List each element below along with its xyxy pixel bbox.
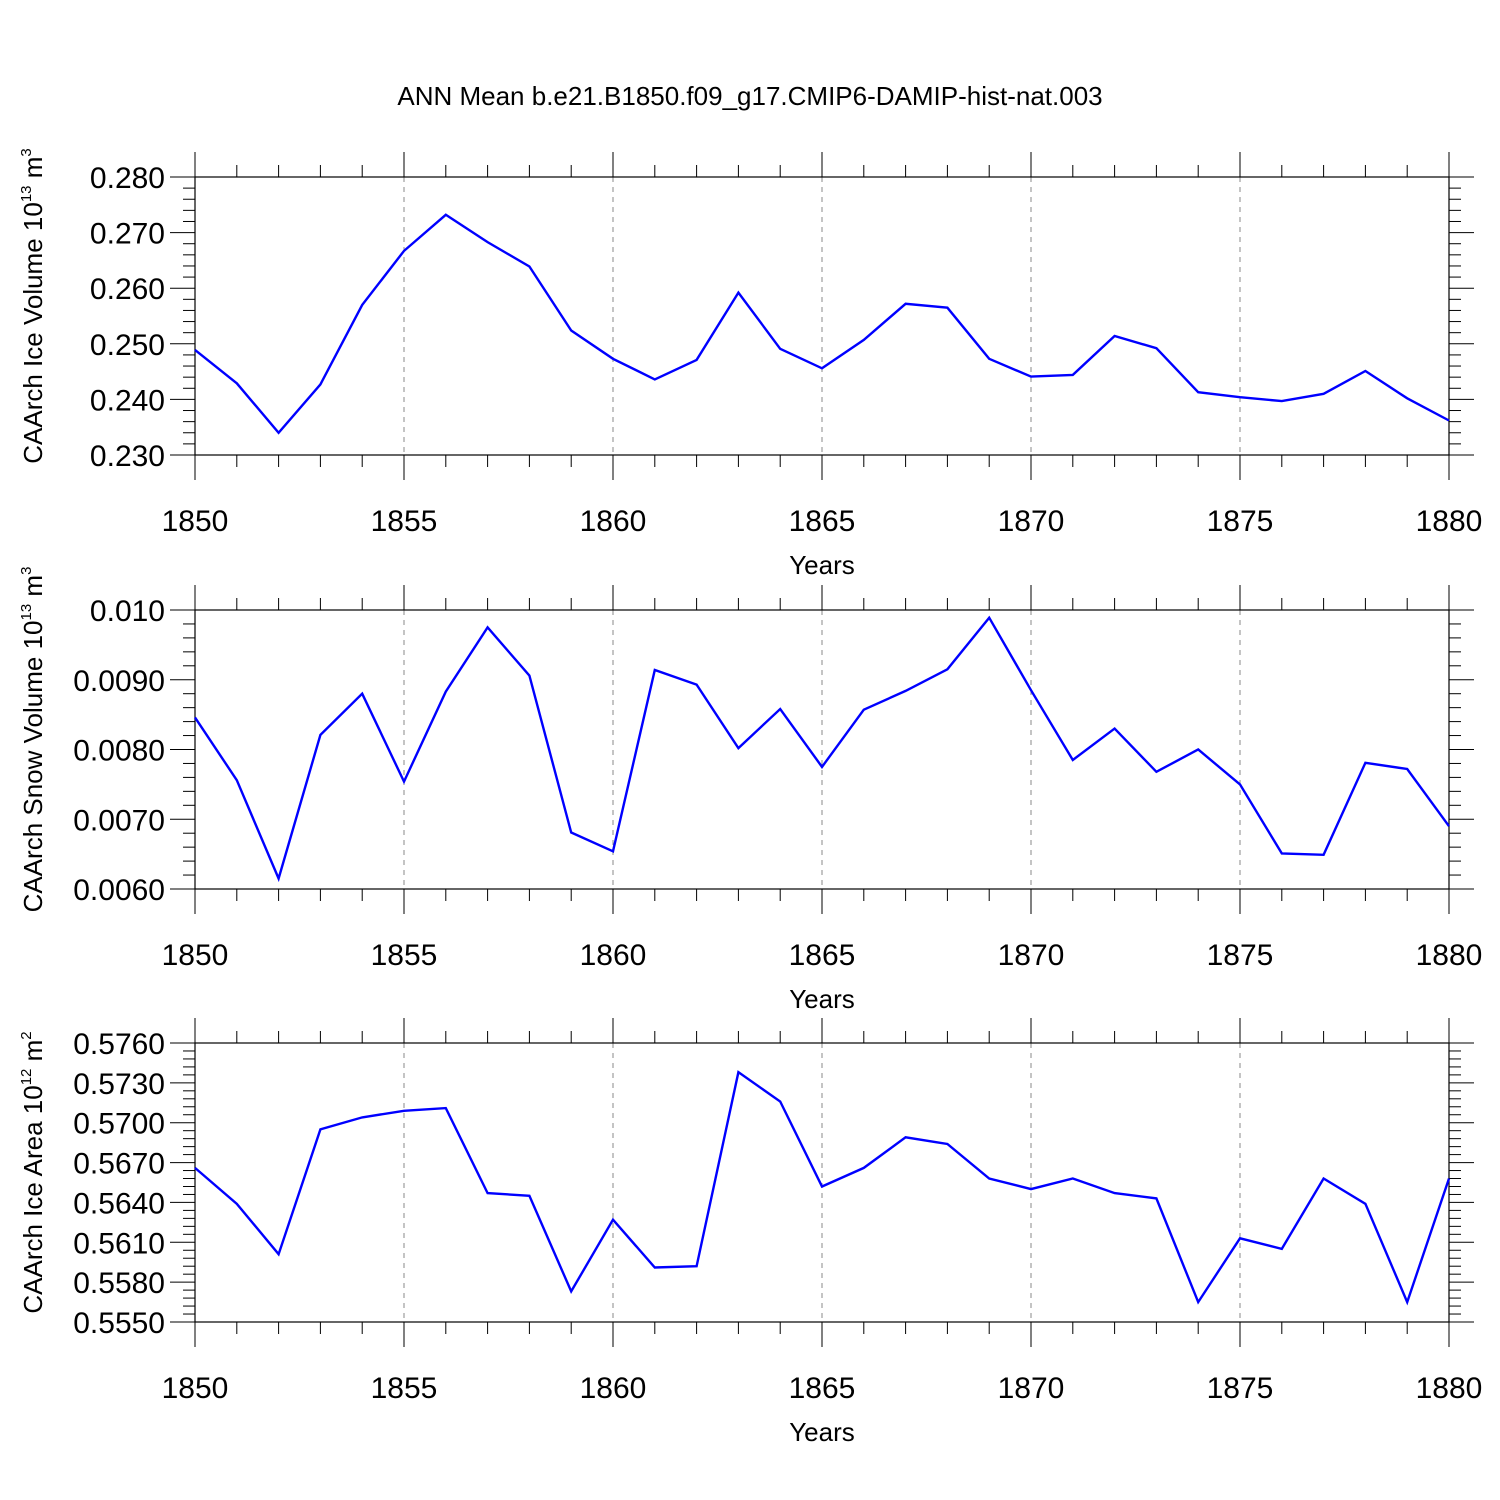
x-tick-label: 1850 [162, 939, 229, 972]
y-tick-label: 0.0060 [73, 874, 165, 907]
y-axis-title-unit-exponent: 3 [18, 148, 35, 156]
x-tick-label: 1860 [580, 939, 647, 972]
x-tick-label: 1850 [162, 1372, 229, 1405]
y-tick-label: 0.5580 [73, 1267, 165, 1300]
x-tick-label: 1865 [789, 939, 856, 972]
y-axis-title-exponent: 12 [18, 1069, 35, 1086]
x-tick-label: 1875 [1207, 505, 1274, 538]
panel-1: 0.230 0.240 0.250 0.260 0.270 0.280 1850 1855 18… [18, 148, 1482, 580]
y-tick-label: 0.5700 [73, 1108, 165, 1141]
y-axis-title-text: CAArch Ice Volume 10 [18, 202, 48, 464]
plot-frame [194, 609, 1450, 890]
y-axis-title: CAArch Snow Volume 1013 m3 [18, 567, 48, 913]
y-tick-label: 0.270 [90, 218, 165, 251]
x-tick-label: 1870 [998, 939, 1065, 972]
y-tick-label: 0.010 [90, 595, 165, 628]
x-tick-label: 1860 [580, 1372, 647, 1405]
y-axis-title-unit-exponent: 2 [18, 1031, 35, 1039]
y-tick-label: 0.5670 [73, 1148, 165, 1181]
y-tick-label: 0.250 [90, 329, 165, 362]
x-tick-label: 1855 [371, 505, 438, 538]
y-axis-title-text: CAArch Ice Area 10 [18, 1085, 48, 1313]
x-tick-label: 1865 [789, 1372, 856, 1405]
y-tick-label: 0.280 [90, 162, 165, 195]
y-axis-title-exponent: 13 [18, 185, 35, 202]
x-tick-label: 1880 [1416, 505, 1483, 538]
x-tick-label: 1855 [371, 1372, 438, 1405]
y-tick-label: 0.5550 [73, 1307, 165, 1340]
series-line [194, 213, 1450, 435]
x-tick-label: 1850 [162, 505, 229, 538]
y-axis-title-unit: m [18, 157, 48, 186]
x-tick-label: 1855 [371, 939, 438, 972]
y-axis-title-unit: m [18, 575, 48, 604]
y-tick-label: 0.0080 [73, 735, 165, 768]
x-axis-title: Years [789, 984, 855, 1014]
y-tick-label: 0.260 [90, 273, 165, 306]
y-tick-label: 0.0070 [73, 804, 165, 837]
y-tick-label: 0.240 [90, 384, 165, 417]
y-tick-label: 0.5610 [73, 1227, 165, 1260]
panels: 0.230 0.240 0.250 0.260 0.270 0.280 1850 1855 18… [18, 148, 1482, 1447]
series-line [194, 615, 1450, 883]
x-axis-title: Years [789, 1417, 855, 1447]
y-axis-title-unit: m [18, 1040, 48, 1069]
x-tick-label: 1870 [998, 505, 1065, 538]
y-axis-title: CAArch Ice Volume 1013 m3 [18, 148, 48, 464]
y-tick-label: 0.0090 [73, 665, 165, 698]
y-axis-title-exponent: 13 [18, 604, 35, 621]
y-tick-label: 0.5760 [73, 1028, 165, 1061]
y-tick-label: 0.230 [90, 440, 165, 473]
x-axis-title: Years [789, 550, 855, 580]
x-tick-label: 1880 [1416, 1372, 1483, 1405]
x-tick-label: 1870 [998, 1372, 1065, 1405]
figure-title: ANN Mean b.e21.B1850.f09_g17.CMIP6-DAMIP… [397, 81, 1102, 111]
x-tick-label: 1880 [1416, 939, 1483, 972]
plot-frame [194, 1042, 1450, 1323]
y-axis-title: CAArch Ice Area 1012 m2 [18, 1031, 48, 1313]
x-tick-label: 1875 [1207, 939, 1274, 972]
y-axis-title-unit-exponent: 3 [18, 567, 35, 575]
y-tick-label: 0.5730 [73, 1068, 165, 1101]
x-tick-label: 1865 [789, 505, 856, 538]
series-line [194, 1070, 1451, 1306]
plot-frame [194, 176, 1450, 456]
y-tick-label: 0.5640 [73, 1187, 165, 1220]
y-axis-title-text: CAArch Snow Volume 10 [18, 620, 48, 912]
panel-2: 0.0060 0.0070 0.0080 0.0090 0.010 1850 1855 186… [18, 567, 1482, 1014]
panel-3: 0.5550 0.5580 0.5610 0.5640 0.5670 0.5700 0.57… [18, 1018, 1482, 1447]
x-tick-label: 1875 [1207, 1372, 1274, 1405]
x-tick-label: 1860 [580, 505, 647, 538]
